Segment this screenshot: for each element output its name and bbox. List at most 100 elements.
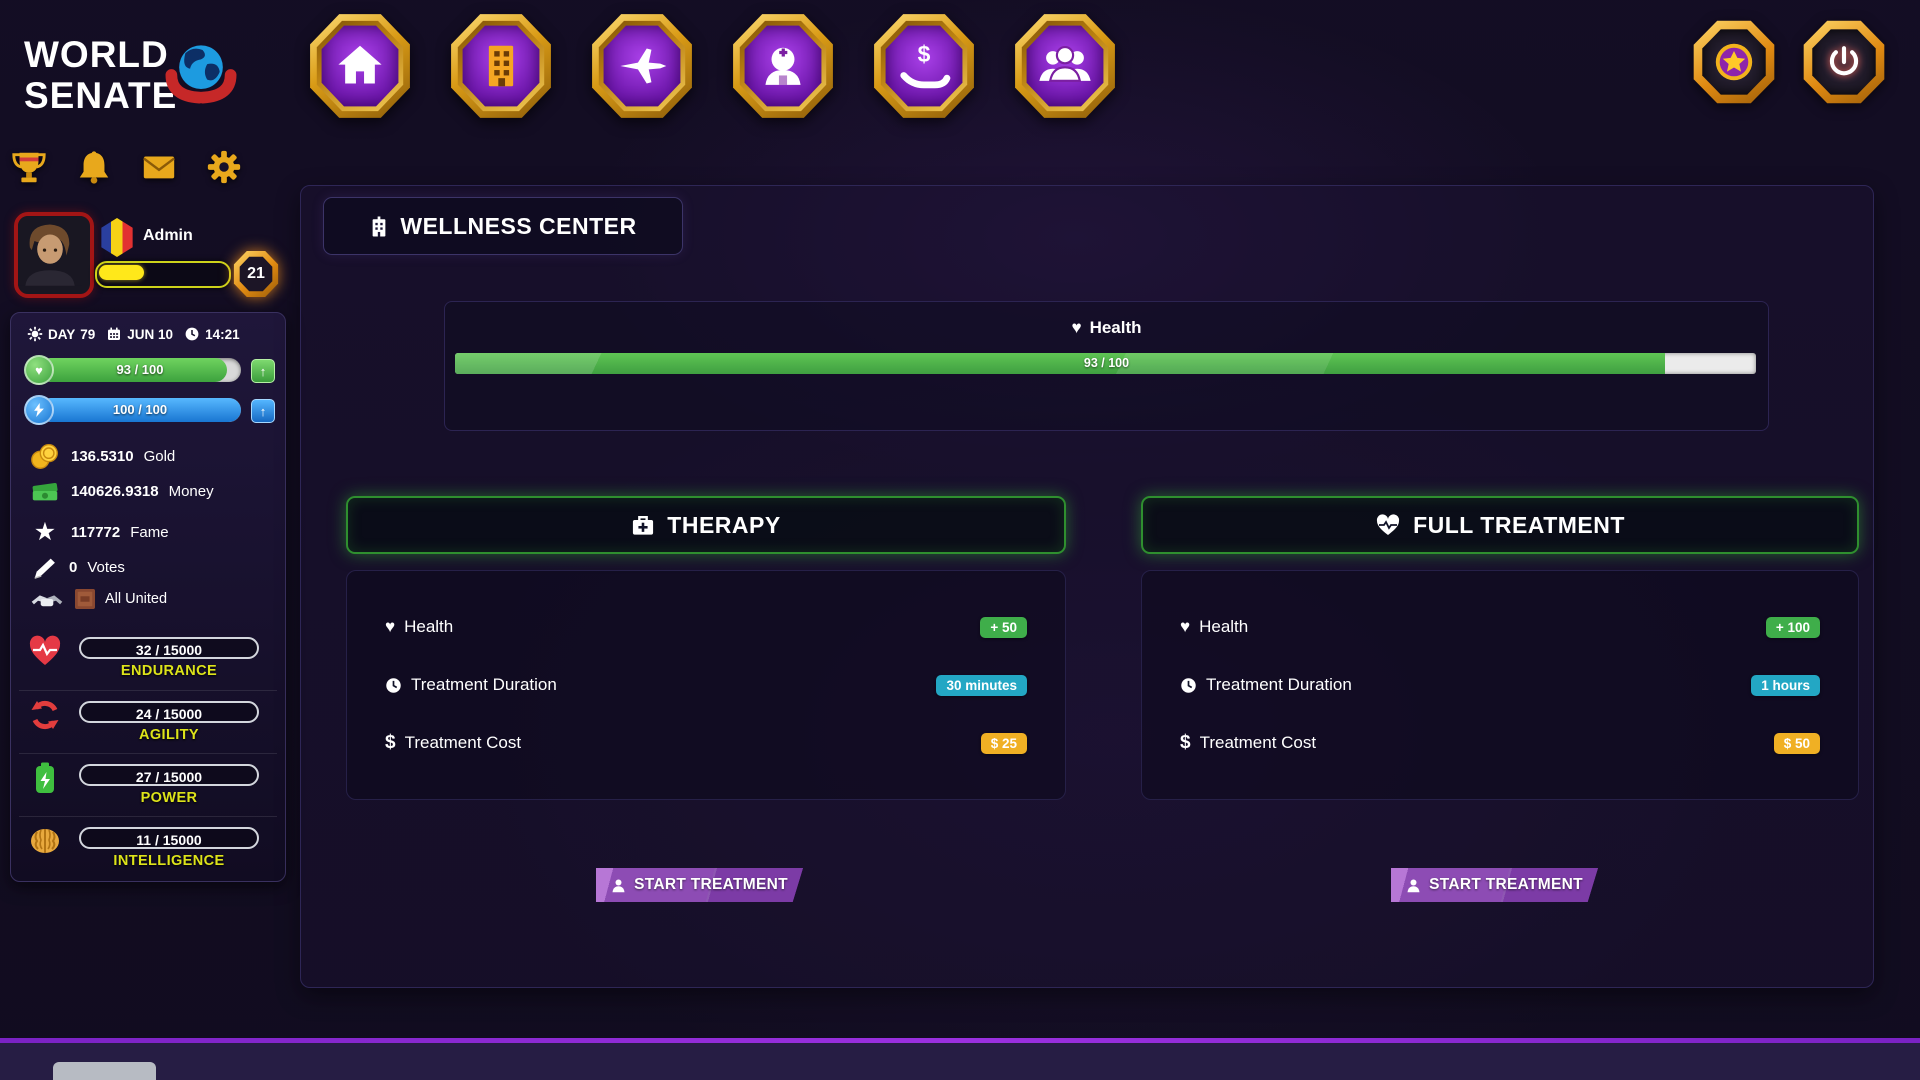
health-value: 93 / 100 [116, 362, 164, 377]
full-treatment-health-row: ♥ Health + 100 [1180, 612, 1820, 642]
power-icon [1829, 46, 1859, 76]
svg-text:$: $ [918, 41, 931, 67]
full-treatment-start-treatment-button[interactable]: START TREATMENT [1391, 868, 1598, 902]
footer-tab[interactable] [53, 1062, 156, 1080]
quickbar [10, 148, 243, 186]
therapy-start-treatment-button[interactable]: START TREATMENT [596, 868, 803, 902]
fame-row: ★ 117772 Fame [29, 518, 169, 546]
up-arrow-icon: ↑ [259, 363, 267, 379]
dollar-icon: $ [1180, 732, 1191, 753]
level-badge: 21 [233, 250, 279, 298]
row-label: Health [1199, 617, 1249, 636]
nav-home-button[interactable] [308, 12, 412, 120]
nav-community-button[interactable] [1013, 12, 1117, 120]
votes-label: Votes [87, 558, 125, 576]
health-progress-value: 93 / 100 [1083, 356, 1130, 370]
divider [19, 753, 277, 754]
badge-core [462, 25, 540, 107]
row-label-group: Treatment Duration [385, 675, 557, 695]
divider [19, 816, 277, 817]
endurance-icon [29, 635, 61, 665]
energy-bar-fill [39, 398, 241, 422]
heart-icon: ♥ [385, 617, 396, 636]
therapy-health-badge: + 50 [980, 616, 1027, 638]
money-row: 140626.9318 Money [29, 477, 214, 505]
clock-icon [386, 677, 401, 693]
health-bar-fill [39, 358, 227, 382]
power-label: POWER [140, 790, 198, 806]
rank-star-button[interactable] [1692, 19, 1776, 105]
button-label: START TREATMENT [634, 876, 788, 893]
row-label-group: ♥ Health [385, 617, 453, 637]
health-upgrade-button[interactable]: ↑ [251, 359, 275, 383]
bell-icon[interactable] [75, 148, 113, 186]
row-label: Health [404, 617, 454, 636]
clock-icon [185, 327, 199, 341]
row-label: Treatment Cost [404, 733, 522, 752]
fame-star-icon: ★ [33, 518, 57, 546]
health-progress-fill [455, 353, 1665, 374]
fame-label: Fame [130, 523, 169, 541]
day-value: 79 [80, 326, 96, 342]
money-label: Money [168, 482, 214, 500]
trophy-icon[interactable] [10, 148, 48, 186]
main-panel: WELLNESS CENTER ♥ Health 93 / 100 THERAP… [300, 185, 1874, 988]
dollar-icon: $ [385, 732, 396, 753]
gold-label: Gold [143, 447, 176, 465]
agility-icon [31, 700, 59, 730]
health-panel-title: Health [1089, 318, 1142, 337]
logo-line2: SENATE [24, 75, 178, 116]
app-logo: WORLD SENATE [24, 34, 177, 116]
energy-upgrade-button[interactable]: ↑ [251, 399, 275, 423]
heart-pulse-icon [1376, 514, 1400, 535]
nav-city-button[interactable] [449, 12, 553, 120]
settings-gear-icon[interactable] [205, 148, 243, 186]
page-title: WELLNESS CENTER [400, 212, 637, 239]
therapy-cost-row: $ Treatment Cost $ 25 [385, 728, 1027, 758]
xp-bar-fill [99, 265, 144, 280]
agility-value: 24 / 15000 [79, 701, 259, 723]
star-rank-icon [1715, 43, 1753, 81]
health-progress-bar [455, 353, 1756, 374]
patient-icon [1407, 879, 1420, 892]
badge-core: $ [885, 25, 963, 107]
alliance-flag-icon [75, 589, 95, 609]
hospital-icon [373, 216, 386, 236]
nav-hospital-button[interactable] [731, 12, 835, 120]
alliance-name: All United [105, 591, 168, 607]
nav-military-button[interactable] [590, 12, 694, 120]
votes-row: 0 Votes [29, 553, 125, 581]
money-cash-icon [32, 482, 58, 501]
full-treatment-header: FULL TREATMENT [1141, 496, 1859, 554]
full-treatment-cost-badge: $ 50 [1773, 732, 1820, 754]
intelligence-value: 11 / 15000 [79, 827, 259, 849]
logout-power-button[interactable] [1802, 19, 1886, 105]
row-label-group: $ Treatment Cost [385, 732, 521, 754]
full-treatment-duration-row: Treatment Duration 1 hours [1180, 670, 1820, 700]
energy-bar-row: 100 / 100 ↑ [11, 394, 285, 426]
mail-icon[interactable] [140, 148, 178, 186]
row-label-group: ♥ Health [1180, 617, 1248, 637]
globe-hands-icon [162, 38, 240, 117]
page-title-box: WELLNESS CENTER [323, 197, 683, 255]
heart-icon: ♥ [24, 355, 54, 385]
gold-value: 136.5310 [71, 447, 134, 465]
up-arrow-icon: ↑ [259, 403, 267, 419]
votes-value: 0 [69, 558, 78, 576]
button-label: START TREATMENT [1429, 876, 1583, 893]
power-value: 27 / 15000 [79, 764, 259, 786]
divider [19, 690, 277, 691]
therapy-title: THERAPY [667, 511, 781, 538]
alliance-row: All United [29, 587, 167, 611]
sidebar-panel: DAY 79 JUN 10 14:21 93 / 100 ♥ ↑ [10, 312, 286, 882]
player-avatar[interactable] [14, 212, 94, 298]
handshake-icon [31, 595, 63, 607]
full-treatment-duration-badge: 1 hours [1751, 674, 1820, 696]
therapy-header: THERAPY [346, 496, 1066, 554]
vote-pen-icon [34, 558, 55, 579]
health-bar-row: 93 / 100 ♥ ↑ [11, 354, 285, 386]
nav-finance-button[interactable]: $ [872, 12, 976, 120]
home-icon [338, 45, 382, 84]
clock-icon [1181, 677, 1196, 693]
